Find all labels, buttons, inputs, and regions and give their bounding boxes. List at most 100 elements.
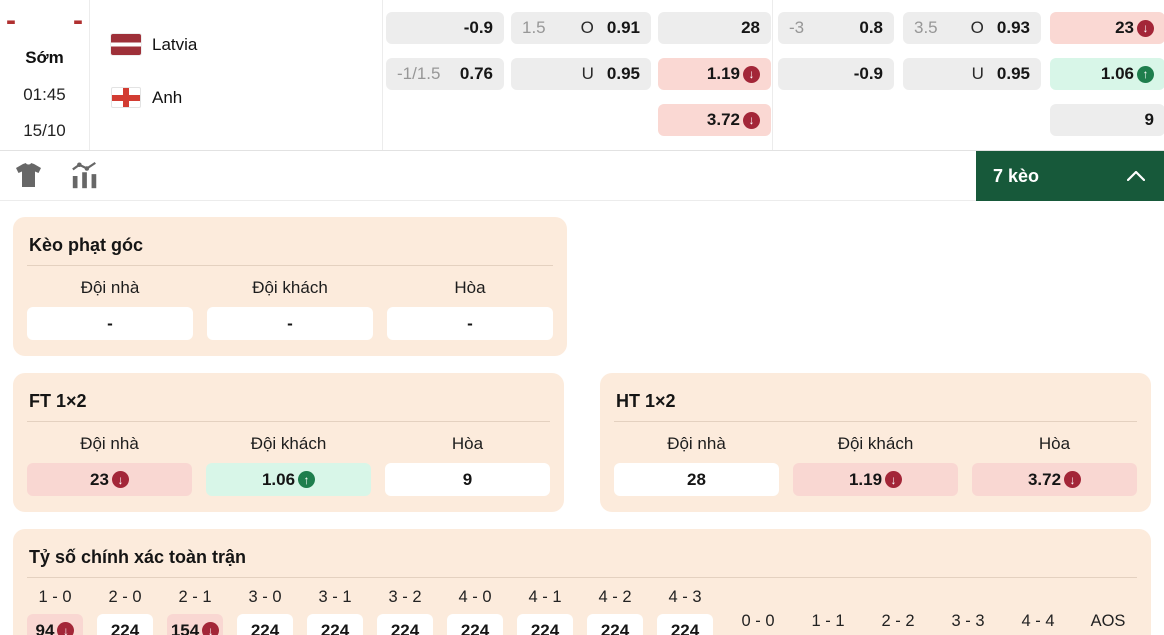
- divider: [27, 421, 550, 422]
- trend-up-icon: ↑: [298, 471, 316, 488]
- jersey-icon[interactable]: [13, 161, 43, 191]
- empty-cell: [511, 104, 651, 136]
- score-odds[interactable]: 154 ↓: [167, 614, 223, 635]
- odds-count-label: 7 kèo: [993, 165, 1040, 186]
- toolbar: 7 kèo: [0, 151, 1164, 201]
- trend-down-icon: ↓: [1064, 471, 1082, 488]
- score-label: 3 - 0: [248, 588, 282, 606]
- score-label: 0 - 0: [741, 612, 775, 630]
- corner-home-odds[interactable]: -: [27, 307, 193, 340]
- odds-cell-handicap-price[interactable]: -3 0.8: [778, 12, 894, 44]
- trend-down-icon: ↓: [743, 65, 760, 83]
- score-odds[interactable]: 224: [657, 614, 713, 635]
- home-column-label: Đội nhà: [80, 434, 139, 453]
- score-label: 3 - 1: [318, 588, 352, 606]
- score-label: 4 - 4: [1021, 612, 1055, 630]
- score-values-row-1: 94 ↓ 224 154 ↓ 224 224 224 224 224 224 2…: [27, 614, 1137, 635]
- score-label: 2 - 2: [881, 612, 915, 630]
- odds-cell-away-win[interactable]: 1.06 ↑: [1050, 58, 1164, 90]
- odds-cell-draw[interactable]: 3.72 ↓: [658, 104, 771, 136]
- score-label: 1 - 0: [38, 588, 72, 606]
- empty-cell: [778, 104, 894, 136]
- ht-card-title: HT 1×2: [616, 391, 676, 411]
- chevron-up-icon: [1127, 171, 1145, 181]
- trend-up-icon: ↑: [1137, 65, 1154, 83]
- trend-down-icon: ↓: [743, 111, 760, 129]
- odds-cell-draw[interactable]: 9: [1050, 104, 1164, 136]
- score-odds[interactable]: 224: [97, 614, 153, 635]
- latvia-flag-icon: [111, 34, 141, 55]
- ht-draw-odds[interactable]: 3.72 ↓: [972, 463, 1137, 496]
- odds-cell-over[interactable]: 3.5 O 0.93: [903, 12, 1041, 44]
- corner-dash-right: -: [73, 4, 83, 37]
- odds-cell-under[interactable]: U 0.95: [511, 58, 651, 90]
- correct-score-card: Tỷ số chính xác toàn trận 1 - 0 2 - 0 2 …: [13, 529, 1151, 635]
- odds-cell-away-win[interactable]: 1.19 ↓: [658, 58, 771, 90]
- odds-count-button[interactable]: 7 kèo: [976, 151, 1164, 201]
- score-label: 4 - 1: [528, 588, 562, 606]
- trend-down-icon: ↓: [885, 471, 903, 488]
- away-team-name: Anh: [152, 87, 183, 107]
- away-team-row[interactable]: Anh: [111, 87, 182, 108]
- away-column-label: Đội khách: [837, 434, 914, 453]
- kickoff-time: 01:45: [23, 85, 66, 104]
- corner-odds-card: Kèo phạt góc Đội nhà Đội khách Hòa - - -: [13, 217, 567, 356]
- match-time-column: - - Sớm 01:45 15/10: [0, 0, 90, 150]
- score-odds[interactable]: 224: [587, 614, 643, 635]
- away-column-label: Đội khách: [250, 434, 327, 453]
- score-odds[interactable]: 94 ↓: [27, 614, 83, 635]
- ft-home-odds[interactable]: 23 ↓: [27, 463, 192, 496]
- score-label: 4 - 2: [598, 588, 632, 606]
- match-header: - - Sớm 01:45 15/10 Latvia Anh -0.9 1.5 …: [0, 0, 1164, 151]
- ht-home-odds[interactable]: 28: [614, 463, 779, 496]
- home-team-row[interactable]: Latvia: [111, 34, 197, 55]
- score-group-draws: 0 - 0 1 - 1 2 - 2 3 - 3 4 - 4 AOS 33 ↓ 2…: [729, 610, 1137, 635]
- ht-away-odds[interactable]: 1.19 ↓: [793, 463, 958, 496]
- draw-column-label: Hòa: [1038, 434, 1071, 453]
- score-odds[interactable]: 224: [447, 614, 503, 635]
- home-team-name: Latvia: [152, 34, 198, 54]
- score-odds[interactable]: 224: [237, 614, 293, 635]
- score-label: 2 - 1: [178, 588, 212, 606]
- corner-draw-odds[interactable]: -: [387, 307, 553, 340]
- score-label: 2 - 0: [108, 588, 142, 606]
- score-label: 4 - 3: [668, 588, 702, 606]
- ft-draw-odds[interactable]: 9: [385, 463, 550, 496]
- draw-column-label: Hòa: [451, 434, 484, 453]
- teams-column: Latvia Anh: [91, 0, 383, 150]
- score-label: 3 - 3: [951, 612, 985, 630]
- odds-cell-home-win[interactable]: 28: [658, 12, 771, 44]
- trend-down-icon: ↓: [57, 622, 75, 635]
- correct-score-title: Tỷ số chính xác toàn trận: [29, 547, 247, 567]
- score-label-aos: AOS: [1090, 612, 1126, 630]
- odds-cell-handicap-price[interactable]: -1/1.5 0.76: [386, 58, 504, 90]
- away-column-label: Đội khách: [252, 278, 328, 297]
- score-odds[interactable]: 224: [517, 614, 573, 635]
- score-label: 3 - 2: [388, 588, 422, 606]
- odds-cell-over[interactable]: 1.5 O 0.91: [511, 12, 651, 44]
- odds-group-fulltime: -0.9 1.5 O 0.91 28 -1/1.5 0.76 U 0.95 1.…: [384, 0, 773, 150]
- corner-card-title: Kèo phạt góc: [29, 235, 144, 255]
- trend-down-icon: ↓: [202, 622, 220, 635]
- odds-group-halftime: -3 0.8 3.5 O 0.93 23 ↓ -0.9 U 0.95 1.06 …: [774, 0, 1164, 150]
- odds-cell-home-win[interactable]: 23 ↓: [1050, 12, 1164, 44]
- empty-cell: [903, 104, 1041, 136]
- odds-cell-handicap-line[interactable]: -0.9: [778, 58, 894, 90]
- score-odds[interactable]: 224: [377, 614, 433, 635]
- england-flag-icon: [111, 87, 141, 108]
- corner-away-odds[interactable]: -: [207, 307, 373, 340]
- stats-icon[interactable]: [70, 161, 100, 191]
- odds-panels: Kèo phạt góc Đội nhà Đội khách Hòa - - -…: [0, 201, 1164, 635]
- divider: [27, 577, 1137, 578]
- score-labels-row-1: 1 - 0 2 - 0 2 - 1 3 - 0 3 - 1 3 - 2 4 - …: [27, 586, 1137, 608]
- divider: [27, 265, 553, 266]
- odds-cell-under[interactable]: U 0.95: [903, 58, 1041, 90]
- odds-cell-handicap-line[interactable]: -0.9: [386, 12, 504, 44]
- score-odds[interactable]: 224: [307, 614, 363, 635]
- ht-1x2-card: HT 1×2 Đội nhà Đội khách Hòa 28 1.19 ↓ 3…: [600, 373, 1151, 512]
- empty-cell: [386, 104, 504, 136]
- ft-away-odds[interactable]: 1.06 ↑: [206, 463, 371, 496]
- ft-1x2-card: FT 1×2 Đội nhà Đội khách Hòa 23 ↓ 1.06 ↑…: [13, 373, 564, 512]
- early-label: Sớm: [25, 48, 64, 67]
- home-column-label: Đội nhà: [667, 434, 726, 453]
